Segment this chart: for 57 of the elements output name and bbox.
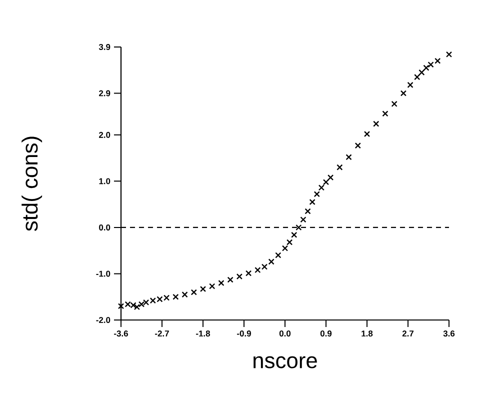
point [236, 273, 243, 280]
point [428, 62, 434, 68]
point [200, 286, 206, 292]
point [346, 154, 352, 160]
y-tick-label: 1.0 [99, 178, 110, 184]
point [268, 258, 274, 265]
point [172, 294, 179, 300]
y-tick-label: -2.0 [96, 317, 110, 323]
point [182, 291, 188, 298]
point [364, 130, 370, 138]
point [354, 142, 361, 149]
point [291, 232, 298, 238]
x-tick-label: 2.7 [402, 330, 414, 336]
point [227, 276, 234, 283]
x-tick-label: 3.6 [443, 330, 455, 337]
x-tick-label: 0.0 [279, 330, 291, 337]
point [218, 280, 224, 286]
y-tick-label: 0.0 [99, 224, 110, 230]
point [414, 74, 420, 80]
point [446, 51, 452, 58]
point [423, 64, 430, 71]
x-tick-label: -0.9 [237, 330, 251, 337]
y-tick-label: -1.0 [96, 270, 110, 277]
point [209, 283, 216, 290]
y-axis-title: std( cons) [22, 136, 42, 231]
point [391, 100, 398, 107]
x-tick-label: -1.8 [196, 330, 210, 337]
x-tick-label: -2.7 [155, 330, 169, 336]
point [282, 245, 288, 252]
x-tick-label: 1.8 [362, 330, 373, 337]
x-tick-label: 0.9 [320, 330, 332, 337]
point [261, 264, 268, 270]
y-tick-label: 3.9 [98, 44, 110, 50]
point [296, 224, 302, 231]
point [309, 198, 316, 206]
point [275, 252, 282, 258]
x-axis-title: nscore [254, 356, 317, 368]
point [434, 58, 441, 64]
y-tick-label: 2.9 [99, 90, 110, 96]
point [300, 216, 306, 223]
point [418, 69, 425, 76]
point [254, 266, 261, 274]
point [314, 191, 320, 198]
point [336, 164, 343, 170]
x-tick-label: -3.6 [114, 330, 128, 337]
point [304, 208, 311, 214]
point [286, 239, 293, 246]
y-tick-label: 2.0 [99, 132, 110, 138]
point [318, 184, 325, 191]
point [322, 179, 330, 186]
point [382, 110, 388, 117]
point [400, 90, 407, 96]
point [373, 120, 380, 127]
point [407, 82, 414, 88]
point [190, 289, 197, 296]
point [327, 174, 334, 181]
point [245, 270, 252, 276]
